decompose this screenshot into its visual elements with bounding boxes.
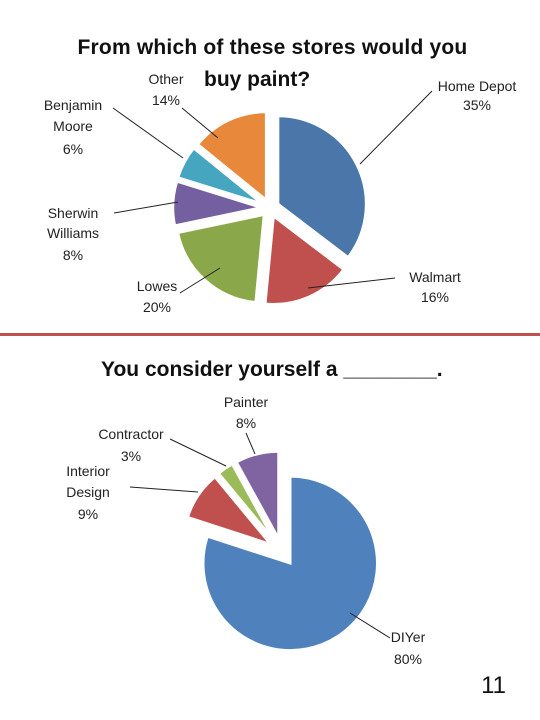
label-category-walmart: Walmart [409, 269, 461, 285]
page-number: 11 [481, 672, 506, 699]
label-category-sherwin-williams: Williams [47, 225, 99, 241]
label-category-benjamin-moore: Moore [53, 118, 93, 134]
label-value-diyer: 80% [394, 651, 422, 667]
leader-line-home-depot [359, 90, 433, 165]
leader-line-interior-design [129, 486, 199, 493]
data-label-contractor: Contractor 3% [98, 426, 164, 464]
chart-title-stores-line2: buy paint? [204, 68, 311, 91]
data-label-benjamin-moore: Benjamin Moore 6% [44, 97, 102, 157]
leader-line-diyer [349, 612, 391, 639]
pie-slice-walmart [263, 213, 346, 306]
data-label-other: Other 14% [148, 71, 183, 108]
label-value-lowes: 20% [143, 299, 171, 315]
data-label-home-depot: Home Depot 35% [438, 78, 517, 113]
leader-line-painter [245, 432, 256, 455]
label-category-home-depot: Home Depot [438, 78, 517, 94]
pie-slice-home-depot [276, 114, 368, 260]
label-value-sherwin-williams: 8% [63, 247, 83, 263]
leader-line-lowes [179, 267, 221, 294]
data-label-sherwin-williams: Sherwin Williams 8% [47, 205, 99, 263]
pie-slice-other [196, 110, 268, 203]
leader-line-contractor [169, 438, 227, 467]
label-category-interior-design: Interior [66, 463, 110, 479]
data-label-interior-design: Interior Design 9% [66, 463, 110, 522]
pie-slice-contractor [216, 462, 276, 542]
label-value-home-depot: 35% [463, 97, 491, 113]
label-category-lowes: Lowes [137, 278, 177, 294]
label-category-benjamin-moore: Benjamin [44, 97, 102, 113]
leader-line-benjamin-moore [112, 107, 184, 159]
label-category-interior-design: Design [66, 484, 110, 500]
label-value-contractor: 3% [121, 448, 141, 464]
leader-line-walmart [307, 277, 396, 289]
label-value-walmart: 16% [421, 289, 449, 305]
data-label-painter: Painter 8% [224, 394, 269, 431]
chart-title-identity: You consider yourself a ________. [101, 358, 443, 381]
label-category-diyer: DIYer [391, 629, 426, 645]
pie-slice-lowes [176, 213, 266, 304]
label-value-benjamin-moore: 6% [63, 141, 83, 157]
leader-line-other [181, 107, 219, 139]
pie-slice-benjamin-moore [176, 146, 263, 205]
chart-title-stores: From which of these stores would you [77, 36, 468, 59]
pie-slice-sherwin-williams [171, 179, 266, 228]
data-label-lowes: Lowes 20% [137, 278, 177, 315]
label-value-other: 14% [152, 92, 180, 108]
label-value-interior-design: 9% [78, 506, 98, 522]
data-label-walmart: Walmart 16% [409, 269, 461, 305]
data-label-diyer: DIYer 80% [391, 629, 426, 667]
label-category-contractor: Contractor [98, 426, 164, 442]
pie-slice-painter [234, 450, 280, 540]
label-category-other: Other [148, 71, 183, 87]
pie-slice-interior-design [186, 475, 275, 547]
leader-line-sherwin-williams [113, 201, 179, 214]
label-value-painter: 8% [236, 415, 256, 431]
pie-slice-diyer [202, 475, 379, 652]
section-divider [0, 333, 540, 336]
label-category-sherwin-williams: Sherwin [48, 205, 99, 221]
label-category-painter: Painter [224, 394, 269, 410]
